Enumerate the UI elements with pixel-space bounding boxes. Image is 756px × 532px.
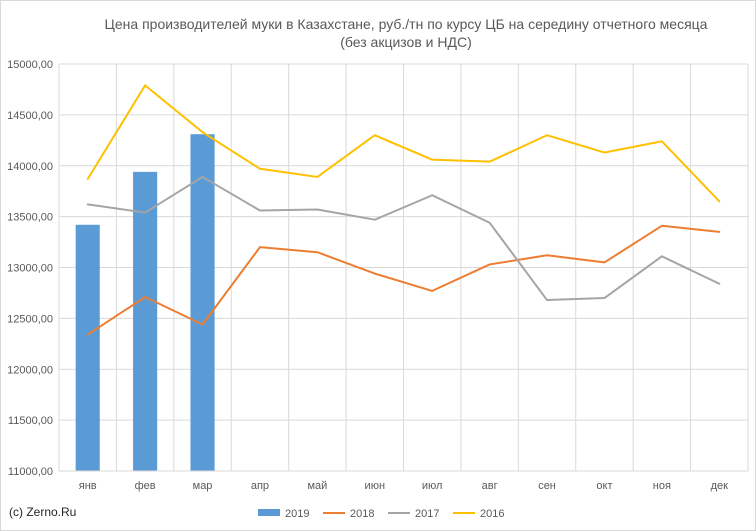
line-series-2017 (86, 175, 721, 302)
bar-series-group (75, 134, 215, 472)
legend: 2019 2018 2017 2016 (258, 508, 504, 520)
legend-label-2017: 2017 (415, 508, 439, 520)
x-tick-label: сен (538, 480, 556, 492)
y-tick-label: 11500,00 (8, 415, 53, 427)
bar-2019 (133, 171, 158, 472)
x-axis: янв фев мар апр май июн июл авг сен окт ноя дек (59, 470, 748, 492)
chart-title: Цена производителей муки в Казахстане, р… (105, 16, 708, 50)
x-tick-label: авг (482, 480, 498, 492)
x-tick-label: июн (365, 480, 385, 492)
line-series-group (86, 84, 721, 336)
legend-label-2019: 2019 (285, 508, 309, 520)
x-tick-label: ноя (653, 480, 671, 492)
legend-label-2016: 2016 (480, 508, 504, 520)
chart-title-line-1: Цена производителей муки в Казахстане, р… (105, 16, 708, 32)
bar-2019 (190, 134, 215, 471)
y-tick-label: 12500,00 (7, 313, 53, 325)
y-tick-label: 15000,00 (7, 59, 53, 71)
y-tick-label: 13000,00 (7, 263, 53, 275)
y-tick-label: 11000,00 (8, 466, 53, 478)
legend-label-2018: 2018 (350, 508, 374, 520)
y-tick-label: 14500,00 (7, 110, 53, 122)
line-series-2016 (86, 84, 721, 203)
source-label: (c) Zerno.Ru (9, 505, 76, 519)
x-tick-label: окт (596, 480, 612, 492)
x-tick-label: апр (251, 480, 269, 492)
x-tick-label: июл (422, 480, 443, 492)
x-tick-label: янв (79, 480, 97, 492)
gridlines (58, 63, 749, 472)
y-tick-label: 12000,00 (7, 364, 53, 376)
x-tick-label: дек (711, 480, 729, 492)
bar-2019 (75, 224, 100, 471)
x-tick-label: фев (135, 480, 156, 492)
legend-swatch-2019 (258, 509, 280, 516)
y-axis: 11000,00 11500,00 12000,00 12500,00 13000,00… (7, 59, 53, 478)
x-tick-label: мар (193, 480, 213, 492)
line-series-2018 (86, 224, 721, 336)
chart-title-line-2: (без акцизов и НДС) (340, 34, 472, 50)
y-tick-label: 13500,00 (7, 212, 53, 224)
y-tick-label: 14000,00 (7, 161, 53, 173)
x-tick-label: май (307, 480, 327, 492)
